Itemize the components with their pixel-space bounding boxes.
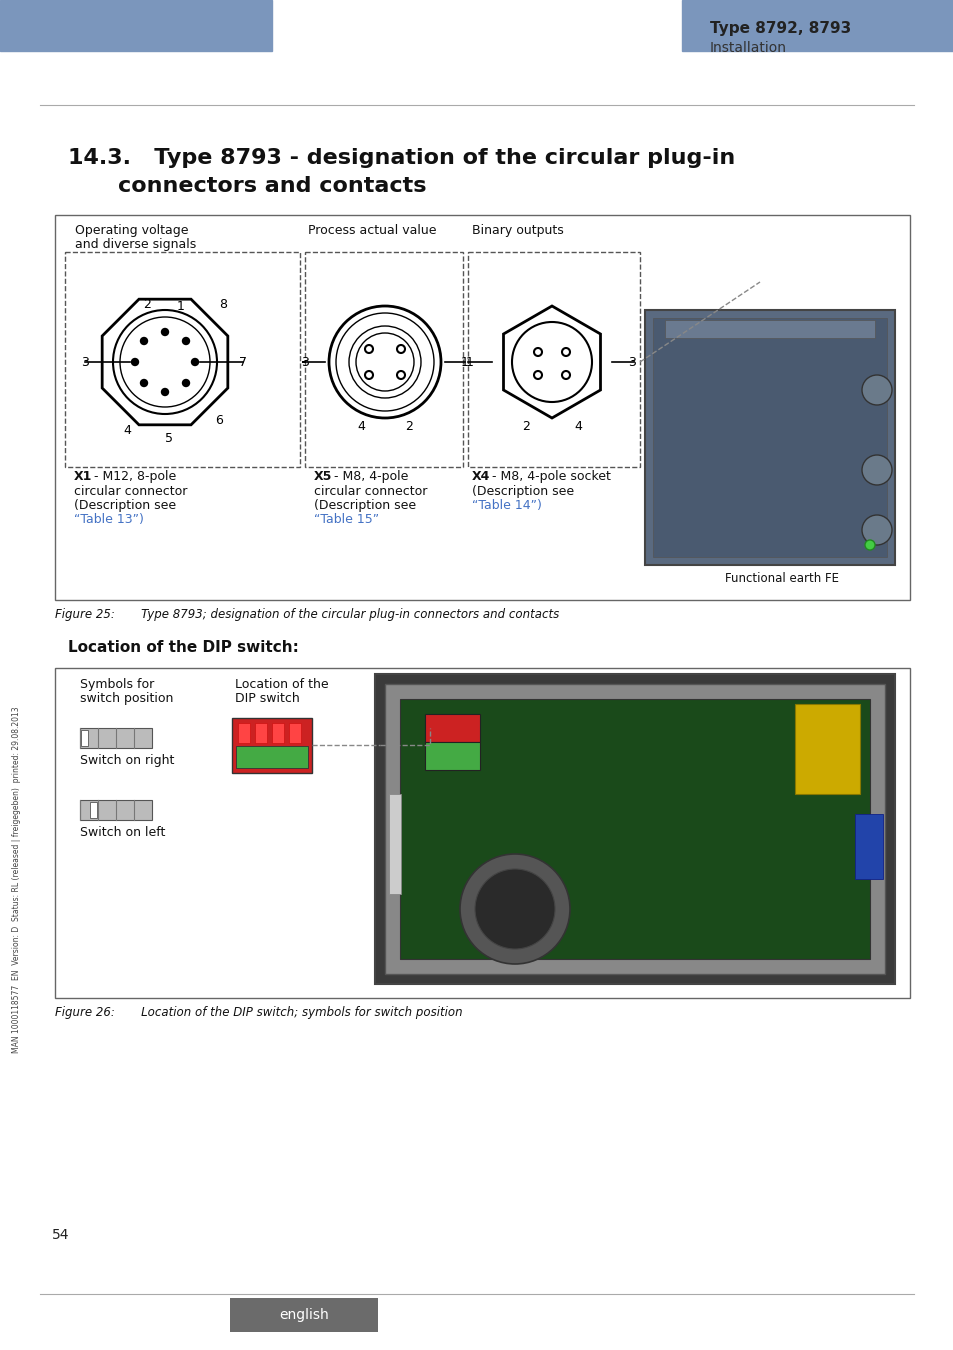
Bar <box>232 718 312 774</box>
Text: 8: 8 <box>219 297 227 310</box>
Text: and diverse signals: and diverse signals <box>75 238 196 251</box>
Circle shape <box>140 338 148 344</box>
Text: (Description see: (Description see <box>472 485 574 498</box>
Text: 2: 2 <box>143 297 151 310</box>
Bar <box>794 703 859 794</box>
Bar <box>65 252 299 467</box>
Bar <box>230 1297 377 1332</box>
Circle shape <box>862 455 891 485</box>
Text: FLUID CONTROL SYSTEMS: FLUID CONTROL SYSTEMS <box>154 45 245 50</box>
Text: 3: 3 <box>301 355 309 369</box>
Text: 5: 5 <box>165 432 172 444</box>
Bar <box>90 802 96 818</box>
Bar <box>272 724 284 742</box>
Bar <box>389 794 400 894</box>
Text: X5: X5 <box>314 470 332 483</box>
Text: 4: 4 <box>123 424 131 436</box>
Circle shape <box>459 855 569 964</box>
Text: 7: 7 <box>239 355 247 369</box>
Bar <box>399 699 869 958</box>
Bar <box>385 684 884 973</box>
Text: DIP switch: DIP switch <box>234 693 299 705</box>
Bar <box>0 0 272 51</box>
Text: Location of the: Location of the <box>234 678 328 691</box>
Circle shape <box>862 375 891 405</box>
Text: (Description see: (Description see <box>314 500 416 512</box>
Circle shape <box>192 359 198 366</box>
Text: “Table 13”): “Table 13”) <box>74 513 144 526</box>
Bar <box>254 724 267 742</box>
Text: Switch on right: Switch on right <box>80 755 174 767</box>
Text: Binary outputs: Binary outputs <box>472 224 563 238</box>
Text: 54: 54 <box>52 1228 70 1242</box>
Text: 1: 1 <box>466 355 474 369</box>
Text: 6: 6 <box>214 413 223 427</box>
Bar <box>289 724 301 742</box>
Text: Type 8792, 8793: Type 8792, 8793 <box>709 20 850 35</box>
Bar <box>235 747 308 768</box>
Text: Operating voltage: Operating voltage <box>75 224 189 238</box>
Text: 14.3.   Type 8793 - designation of the circular plug-in: 14.3. Type 8793 - designation of the cir… <box>68 148 735 167</box>
Circle shape <box>182 338 190 344</box>
Bar <box>424 743 479 770</box>
Bar <box>854 814 882 879</box>
Text: - M12, 8-pole: - M12, 8-pole <box>90 470 176 483</box>
Text: MAN 1000118577  EN  Version: D  Status: RL (released | freigegeben)  printed: 29: MAN 1000118577 EN Version: D Status: RL … <box>12 706 22 1053</box>
Text: 1: 1 <box>460 355 469 369</box>
Text: bürkert: bürkert <box>150 23 250 47</box>
Text: 4: 4 <box>574 420 581 432</box>
Circle shape <box>475 869 555 949</box>
Bar <box>80 728 152 748</box>
Circle shape <box>864 540 874 549</box>
Text: circular connector: circular connector <box>314 485 427 498</box>
Bar <box>644 310 894 566</box>
Bar <box>664 320 874 338</box>
Text: 4: 4 <box>356 420 365 432</box>
Text: (Description see: (Description see <box>74 500 176 512</box>
Bar <box>468 252 639 467</box>
Text: Switch on left: Switch on left <box>80 826 165 838</box>
Text: Figure 26:       Location of the DIP switch; symbols for switch position: Figure 26: Location of the DIP switch; s… <box>55 1006 462 1019</box>
Text: Functional earth FE: Functional earth FE <box>724 572 838 585</box>
Text: english: english <box>279 1308 329 1322</box>
Circle shape <box>161 328 169 336</box>
Text: 3: 3 <box>81 355 89 369</box>
Bar <box>80 801 152 819</box>
Circle shape <box>132 359 138 366</box>
Text: - M8, 4-pole socket: - M8, 4-pole socket <box>488 470 610 483</box>
Bar <box>424 714 479 743</box>
Bar <box>305 252 462 467</box>
Bar <box>55 668 909 998</box>
Text: 3: 3 <box>627 355 636 369</box>
Text: “Table 14”): “Table 14”) <box>472 500 541 512</box>
Bar <box>81 730 89 747</box>
Bar <box>681 0 953 51</box>
Circle shape <box>161 389 169 396</box>
Text: 2: 2 <box>405 420 413 432</box>
Text: switch position: switch position <box>80 693 173 705</box>
Text: X4: X4 <box>472 470 490 483</box>
Text: Symbols for: Symbols for <box>80 678 154 691</box>
Circle shape <box>182 379 190 386</box>
Text: connectors and contacts: connectors and contacts <box>118 176 426 196</box>
Text: Process actual value: Process actual value <box>308 224 436 238</box>
Circle shape <box>862 514 891 545</box>
Bar <box>375 674 894 984</box>
Bar <box>237 724 250 742</box>
Text: X1: X1 <box>74 470 92 483</box>
Text: circular connector: circular connector <box>74 485 187 498</box>
Text: Figure 25:       Type 8793; designation of the circular plug-in connectors and c: Figure 25: Type 8793; designation of the… <box>55 608 558 621</box>
Text: - M8, 4-pole: - M8, 4-pole <box>330 470 408 483</box>
Bar <box>652 319 886 558</box>
Circle shape <box>140 379 148 386</box>
Text: 2: 2 <box>521 420 529 432</box>
Text: “Table 15”: “Table 15” <box>314 513 378 526</box>
Text: Installation: Installation <box>709 40 786 55</box>
Text: 1: 1 <box>177 300 185 312</box>
Bar <box>55 215 909 599</box>
Text: Location of the DIP switch:: Location of the DIP switch: <box>68 640 298 655</box>
